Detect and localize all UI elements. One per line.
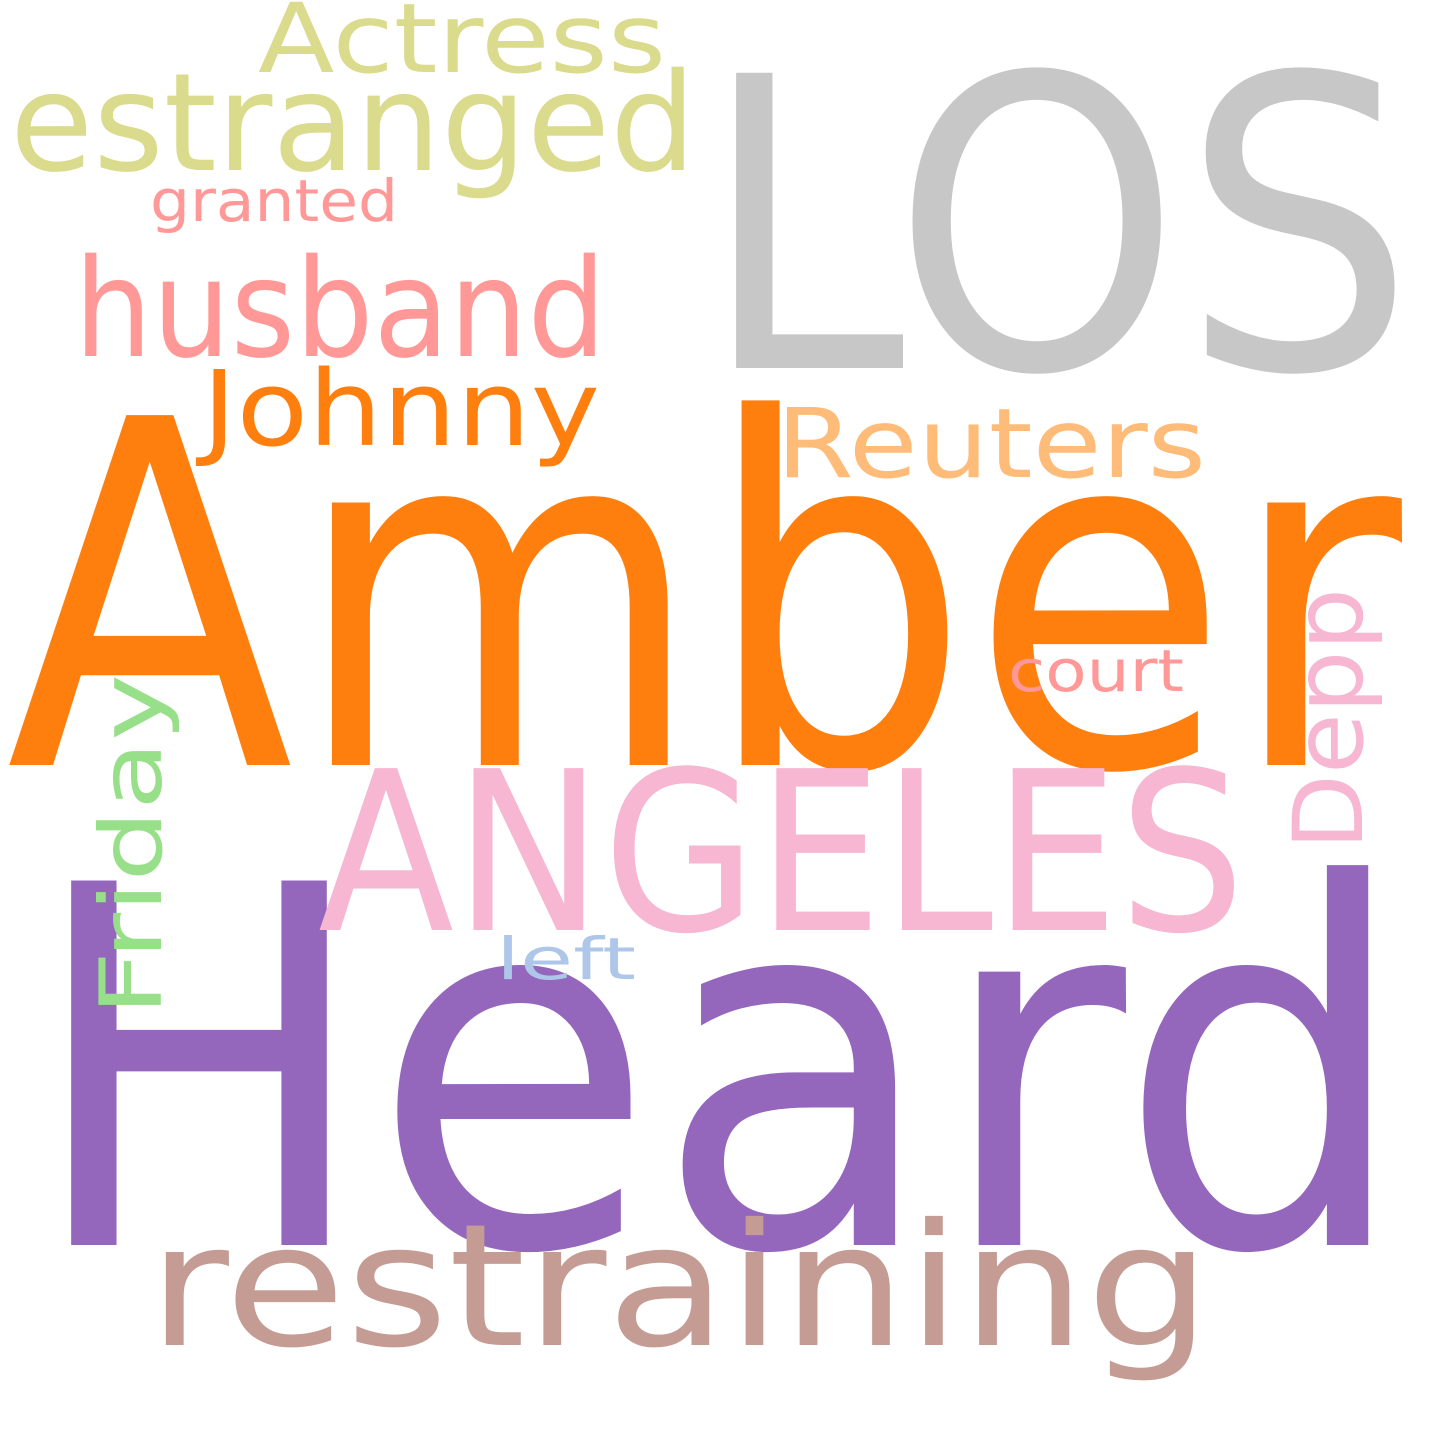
- word-left: left: [496, 925, 636, 993]
- word-heard: Heard: [26, 781, 1410, 1363]
- word-los: LOS: [700, 0, 1415, 464]
- word-johnny: Johnny: [195, 348, 600, 470]
- word-angeles: ANGELES: [318, 725, 1245, 983]
- word-friday: Friday: [82, 674, 182, 1016]
- word-restraining: restraining: [148, 1188, 1211, 1386]
- word-court: court: [1008, 637, 1184, 705]
- word-amber: Amber: [6, 320, 1407, 879]
- word-husband: husband: [74, 231, 606, 389]
- word-actress: Actress: [258, 0, 666, 95]
- word-reuters: Reuters: [776, 388, 1206, 500]
- word-granted: granted: [150, 167, 398, 235]
- word-estranged: estranged: [10, 45, 696, 203]
- word-depp: Depp: [1273, 588, 1385, 850]
